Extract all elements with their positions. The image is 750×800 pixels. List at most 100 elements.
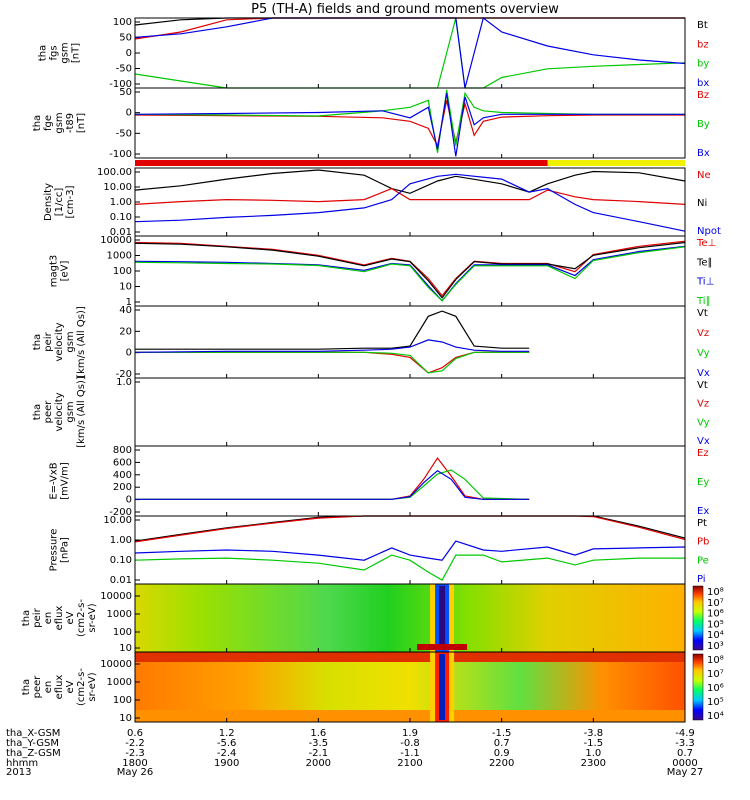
y-tick-label: 0 (126, 48, 132, 59)
panel-frame (134, 87, 686, 159)
y-tick-label: 10000 (100, 235, 132, 246)
series-line-vy (135, 351, 530, 374)
spectrogram-field (135, 584, 685, 652)
panel-10: 10⁸ 10⁷ 10⁶ 10⁵ 10⁴ 10000 1000 100 10 tha peer en ef… (21, 651, 724, 724)
spectrogram-high-band (135, 652, 685, 662)
spectrogram-low-band (135, 710, 685, 722)
y-axis-label: gsm (65, 401, 76, 422)
legend-label: Bz (697, 90, 709, 101)
y-axis-label: velocity (54, 392, 65, 431)
y-tick-label: 1.00 (110, 535, 132, 546)
y-axis-label: -t89 (65, 113, 76, 133)
y-axis-label: [1/cc] (54, 188, 65, 217)
colorbar-tick-label: 10⁴ (707, 711, 724, 722)
series-line-te (134, 240, 686, 297)
footer-value-hhmm: 2200 (489, 758, 514, 769)
spectrogram-feature-core (439, 654, 446, 720)
legend-label: Vy (697, 348, 710, 359)
footer-value-hhmm: 2000 (306, 758, 331, 769)
footer-value-y: -0.8 (400, 738, 420, 749)
footer-value-x: -1.5 (492, 728, 512, 739)
y-axis-label: gsm (54, 112, 65, 133)
legend-label: Bx (697, 148, 710, 159)
series-line-bx (134, 16, 686, 89)
y-axis-label: E=-VxB (49, 462, 60, 499)
y-tick-label: 1.00 (110, 197, 132, 208)
colorbar (692, 653, 704, 721)
y-tick-label: 0 (126, 108, 132, 119)
panel-8: 10.00 1.00 0.10 0.01 Pressure [nPa] Pt Pb Pe Pi (49, 515, 710, 586)
legend-label: Ne (697, 170, 711, 181)
footer-value-hhmm: 2100 (397, 758, 422, 769)
footer-value-x: 1.2 (219, 728, 235, 739)
legend-label: bx (697, 78, 709, 89)
colorbar-tick-label: 10⁶ (707, 609, 724, 620)
series-line-ey (135, 469, 530, 500)
y-tick-label: -100 (109, 149, 132, 160)
y-axis-label: [km/s (All Qs)] (76, 306, 87, 378)
y-axis-label: fgs (49, 45, 60, 60)
panel-1: 100 50 0 -50 -100 tha fgs gsm [nT] Bt bz by bx (38, 16, 709, 90)
y-tick-label: -200 (109, 507, 132, 518)
y-tick-label: 10000 (100, 659, 132, 670)
legend-label: Bt (697, 20, 708, 31)
footer-value-z: 1.0 (585, 748, 601, 759)
y-axis-label: en (43, 681, 54, 694)
y-tick-label: -100 (109, 79, 132, 90)
legend-label: Pb (697, 537, 709, 548)
legend-label: Vz (697, 399, 709, 410)
y-tick-label: 800 (113, 445, 132, 456)
legend-label: Te∥ (696, 257, 713, 268)
footer-value-hhmm: 2300 (581, 758, 606, 769)
series-line-ez (135, 456, 530, 500)
footer-row-label: tha_X-GSM (6, 728, 60, 739)
footer-value-x: 1.6 (310, 728, 326, 739)
spectrogram-feature-core (439, 586, 446, 650)
legend-label: Ex (697, 506, 709, 517)
legend-label: Vx (697, 368, 710, 379)
y-tick-label: 600 (113, 457, 132, 468)
legend-label: Ez (697, 448, 709, 459)
y-axis-label: sr-eV) (87, 672, 98, 701)
y-axis-label: peir (43, 331, 54, 351)
y-axis-label: [cm-3] (65, 185, 76, 218)
colorbar-tick-label: 10⁷ (707, 598, 724, 609)
colorbar-tick-label: 10⁸ (707, 655, 724, 666)
footer-value-y: -3.3 (675, 738, 695, 749)
legend-label: Pt (697, 518, 707, 529)
footer-value-z: 0.7 (677, 748, 693, 759)
y-axis-label: fge (43, 115, 54, 131)
panel-frame (134, 445, 686, 517)
y-axis-label: Density (43, 183, 54, 221)
series-line-ne (134, 187, 686, 205)
legend-label: Vx (697, 436, 710, 447)
footer-value-hhmm: 0000 (672, 758, 697, 769)
y-axis-label: [km/s (All Qs)] (76, 376, 87, 448)
series-line-vx (134, 339, 530, 353)
legend-label: Pi (697, 574, 706, 585)
y-tick-label: 0.01 (110, 575, 132, 586)
y-axis-label: [nT] (71, 43, 82, 63)
y-tick-label: 20 (119, 326, 132, 337)
legend-label: Npot (697, 226, 721, 237)
status-bar-segment (547, 160, 685, 166)
series-line-te (134, 241, 686, 299)
y-axis-label: tha (32, 404, 43, 420)
series-line-pt (134, 515, 686, 542)
y-tick-label: 100 (113, 627, 132, 638)
footer-value-x: 0.6 (127, 728, 143, 739)
colorbar (692, 585, 704, 651)
y-axis-label: (cm2-s- (76, 668, 87, 706)
y-axis-label: peer (43, 400, 54, 424)
colorbar-tick-label: 10⁴ (707, 630, 724, 641)
footer-value-z: -2.3 (125, 748, 145, 759)
footer-value-y: -2.2 (125, 738, 145, 749)
status-bar-segment (135, 160, 548, 166)
footer-value-z: -2.4 (217, 748, 237, 759)
footer-value-y: -1.5 (584, 738, 604, 749)
panel-frame (134, 377, 686, 447)
y-axis-label: magt3 (49, 255, 60, 288)
panel-3: 100.00 10.00 1.00 0.10 0.01 Density [1/cc] [cm-… (43, 167, 721, 238)
